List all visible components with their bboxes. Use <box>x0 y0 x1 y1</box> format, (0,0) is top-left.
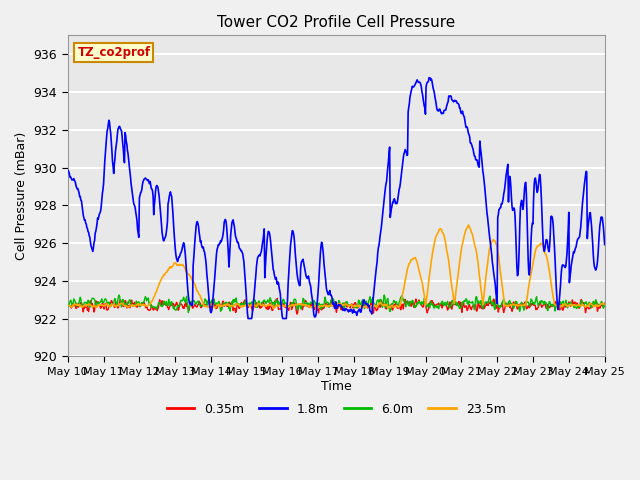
Legend: 0.35m, 1.8m, 6.0m, 23.5m: 0.35m, 1.8m, 6.0m, 23.5m <box>162 398 511 420</box>
X-axis label: Time: Time <box>321 380 351 393</box>
Y-axis label: Cell Pressure (mBar): Cell Pressure (mBar) <box>15 132 28 260</box>
Text: TZ_co2prof: TZ_co2prof <box>77 46 150 59</box>
Title: Tower CO2 Profile Cell Pressure: Tower CO2 Profile Cell Pressure <box>217 15 455 30</box>
